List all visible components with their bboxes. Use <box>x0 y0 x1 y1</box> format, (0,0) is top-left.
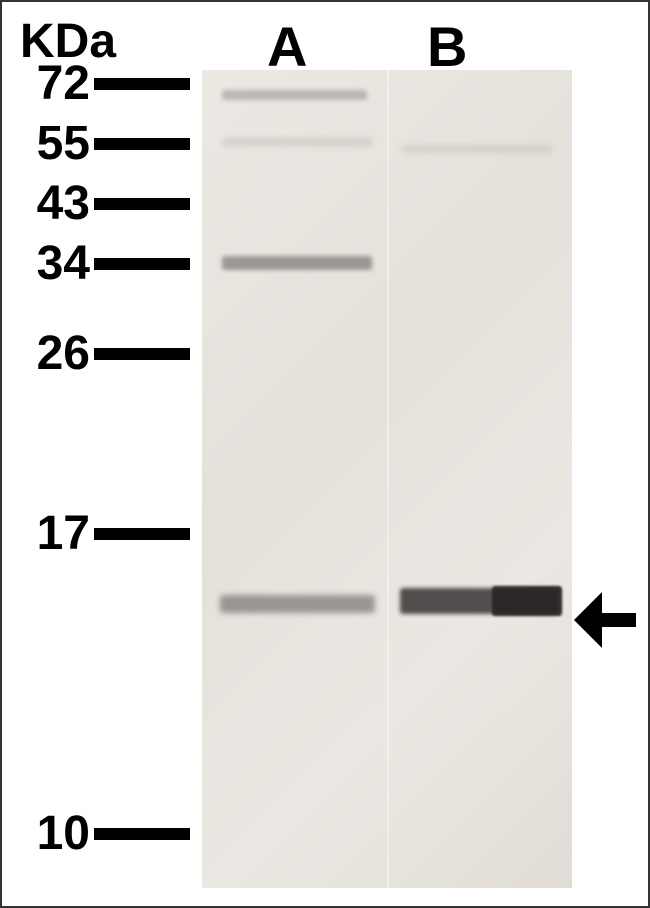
arrow-shaft <box>602 613 636 627</box>
mw-tick-17 <box>94 528 190 540</box>
mw-value-17: 17 <box>20 506 90 561</box>
band-A-1 <box>222 256 372 270</box>
mw-value-72: 72 <box>20 56 90 111</box>
mw-tick-43 <box>94 198 190 210</box>
mw-value-55: 55 <box>20 116 90 171</box>
mw-tick-34 <box>94 258 190 270</box>
band-A-3 <box>220 595 375 613</box>
figure-container: KDa 72554334261710 A B <box>0 0 650 908</box>
mw-tick-10 <box>94 828 190 840</box>
target-band-arrow <box>574 592 650 648</box>
band-B-4 <box>402 145 552 153</box>
band-A-2 <box>222 138 372 146</box>
mw-tick-26 <box>94 348 190 360</box>
arrow-head-icon <box>574 592 602 648</box>
blot-membrane <box>202 70 572 888</box>
mw-value-10: 10 <box>20 806 90 861</box>
mw-tick-55 <box>94 138 190 150</box>
lane-divider <box>387 70 389 888</box>
band-A-0 <box>222 90 367 100</box>
mw-value-34: 34 <box>20 236 90 291</box>
mw-value-43: 43 <box>20 176 90 231</box>
band-B-6 <box>492 586 562 616</box>
mw-value-26: 26 <box>20 326 90 381</box>
mw-tick-72 <box>94 78 190 90</box>
